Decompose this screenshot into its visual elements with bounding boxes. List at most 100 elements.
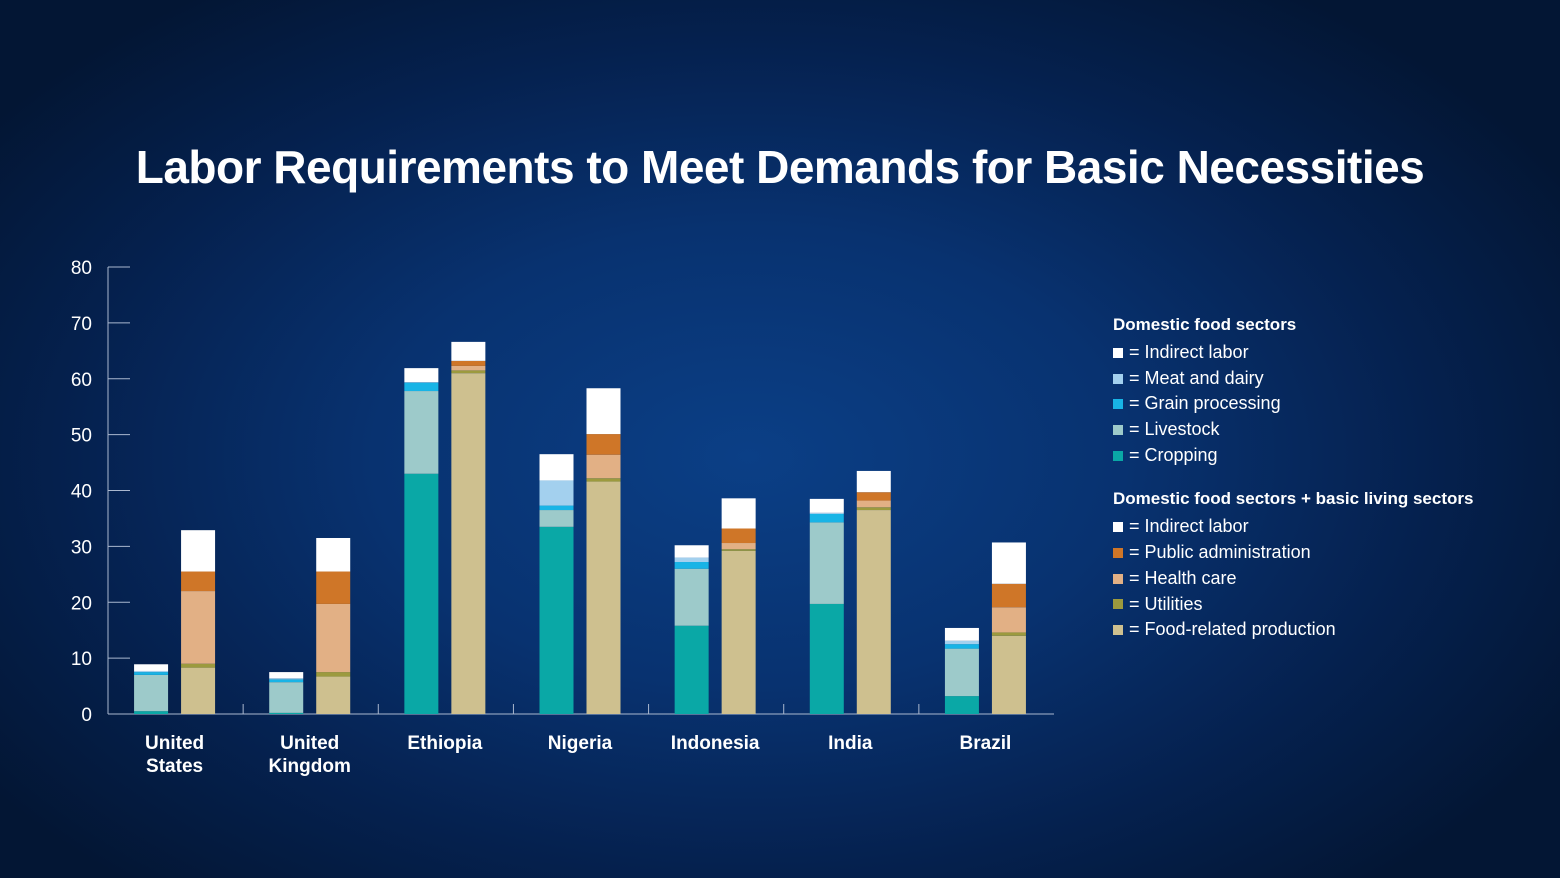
- bar-nigeria-utilities: [586, 478, 621, 482]
- legend-label: = Health care: [1129, 567, 1237, 588]
- bar-brazil-public-administration: [991, 583, 1026, 608]
- legend-item-indirect-labor: = Indirect labor: [1113, 514, 1473, 540]
- bar-ethiopia-cropping: [404, 473, 439, 714]
- legend-swatch: [1113, 450, 1123, 461]
- bar-indonesia-livestock: [674, 568, 709, 626]
- bar-indonesia-meat-and-dairy: [674, 557, 709, 563]
- bar-united-states-food-related-production: [181, 667, 216, 714]
- y-tick-label: 20: [71, 593, 92, 614]
- x-tick-label: Kingdom: [269, 756, 351, 777]
- bar-united-kingdom-grain-processing: [269, 679, 304, 683]
- x-tick-label: States: [146, 756, 203, 777]
- legend-swatch: [1113, 547, 1123, 558]
- bar-ethiopia-grain-processing: [404, 382, 439, 392]
- legend-label: = Livestock: [1129, 419, 1220, 440]
- bar-united-kingdom-indirect-labor: [316, 537, 351, 572]
- bar-united-kingdom-cropping: [269, 712, 304, 714]
- bar-indonesia-public-administration: [721, 528, 756, 544]
- bar-india-utilities: [856, 507, 891, 511]
- bar-india-health-care: [856, 500, 891, 508]
- bar-brazil-cropping: [944, 696, 979, 714]
- legend-item-health-care: = Health care: [1113, 566, 1473, 592]
- legend-item-grain-processing: = Grain processing: [1113, 391, 1473, 417]
- legend-item-cropping: = Cropping: [1113, 443, 1473, 469]
- legend-item-utilities: = Utilities: [1113, 592, 1473, 618]
- legend-label: = Public administration: [1129, 542, 1311, 563]
- y-tick-label: 60: [71, 370, 92, 391]
- bar-ethiopia-livestock: [404, 391, 439, 474]
- y-tick-label: 80: [71, 258, 92, 279]
- bar-ethiopia-utilities: [451, 370, 486, 374]
- legend-swatch: [1113, 373, 1123, 384]
- bar-india-indirect-labor: [809, 498, 844, 513]
- bar-indonesia-food-related-production: [721, 550, 756, 714]
- bar-indonesia-grain-processing: [674, 562, 709, 569]
- legend-item-livestock: = Livestock: [1113, 417, 1473, 443]
- bar-united-states-utilities: [181, 663, 216, 668]
- bar-india-cropping: [809, 603, 844, 714]
- bar-united-kingdom-food-related-production: [316, 676, 351, 714]
- bar-ethiopia-indirect-labor: [451, 341, 486, 361]
- legend-swatch: [1113, 399, 1123, 410]
- bar-brazil-livestock: [944, 648, 979, 697]
- bar-ethiopia-health-care: [451, 365, 486, 371]
- legend-item-food-related-production: = Food-related production: [1113, 617, 1473, 643]
- bar-united-states-indirect-labor: [181, 530, 216, 572]
- bar-brazil-grain-processing: [944, 644, 979, 649]
- legend-label: = Cropping: [1129, 444, 1218, 465]
- bar-nigeria-health-care: [586, 454, 621, 479]
- bar-india-meat-and-dairy: [809, 512, 844, 514]
- x-tick-label: India: [828, 733, 873, 754]
- bar-india-livestock: [809, 522, 844, 604]
- bar-united-kingdom-public-administration: [316, 571, 351, 604]
- legend-item-public-administration: = Public administration: [1113, 540, 1473, 566]
- bar-india-indirect-labor: [856, 470, 891, 493]
- legend-swatch: [1113, 625, 1123, 636]
- bar-nigeria-livestock: [539, 510, 574, 527]
- legend-label: = Indirect labor: [1129, 516, 1249, 537]
- bar-nigeria-food-related-production: [586, 481, 621, 714]
- legend-swatch: [1113, 599, 1123, 610]
- bar-brazil-utilities: [991, 632, 1026, 636]
- x-tick-label: Ethiopia: [407, 733, 482, 754]
- bar-nigeria-meat-and-dairy: [539, 480, 574, 506]
- y-tick-label: 50: [71, 426, 92, 447]
- bar-nigeria-public-administration: [586, 434, 621, 455]
- bar-brazil-meat-and-dairy: [944, 640, 979, 645]
- bar-united-kingdom-health-care: [316, 603, 351, 673]
- bar-indonesia-indirect-labor: [674, 545, 709, 558]
- bar-india-public-administration: [856, 492, 891, 501]
- bar-india-grain-processing: [809, 513, 844, 523]
- bar-united-kingdom-meat-and-dairy: [269, 678, 304, 680]
- y-tick-label: 40: [71, 482, 92, 503]
- legend-label: = Indirect labor: [1129, 342, 1249, 362]
- legend-group-food: Domestic food sectors = Indirect labor = …: [1113, 314, 1473, 468]
- bar-brazil-indirect-labor: [991, 542, 1026, 584]
- bar-nigeria-grain-processing: [539, 505, 574, 511]
- bar-indonesia-health-care: [721, 543, 756, 550]
- bar-indonesia-cropping: [674, 625, 709, 714]
- y-tick-label: 0: [81, 705, 92, 726]
- legend-label: = Meat and dairy: [1129, 367, 1264, 388]
- bar-united-states-indirect-labor: [134, 664, 169, 671]
- bar-nigeria-indirect-labor: [586, 388, 621, 435]
- bar-united-states-livestock: [134, 674, 169, 712]
- bar-united-states-health-care: [181, 591, 216, 664]
- bar-indonesia-utilities: [721, 549, 756, 551]
- legend-group-title: Domestic food sectors + basic living sec…: [1113, 489, 1474, 509]
- chart-title: Labor Requirements to Meet Demands for B…: [135, 141, 1425, 193]
- bar-india-food-related-production: [856, 510, 891, 714]
- bar-brazil-health-care: [991, 607, 1026, 633]
- x-tick-label: United: [280, 733, 339, 754]
- bar-nigeria-cropping: [539, 526, 574, 714]
- bar-united-states-public-administration: [181, 571, 216, 592]
- bar-united-kingdom-utilities: [316, 672, 351, 677]
- bar-chart: 01020304050607080UnitedStatesUnitedKingd…: [71, 258, 1054, 777]
- x-tick-label: Brazil: [960, 733, 1012, 754]
- legend-group-title: Domestic food sectors: [1113, 315, 1297, 334]
- y-tick-label: 70: [71, 314, 92, 335]
- legend-label: = Grain processing: [1129, 393, 1281, 414]
- legend-label: = Utilities: [1129, 593, 1203, 614]
- bar-ethiopia-public-administration: [451, 360, 486, 366]
- bar-brazil-food-related-production: [991, 635, 1026, 714]
